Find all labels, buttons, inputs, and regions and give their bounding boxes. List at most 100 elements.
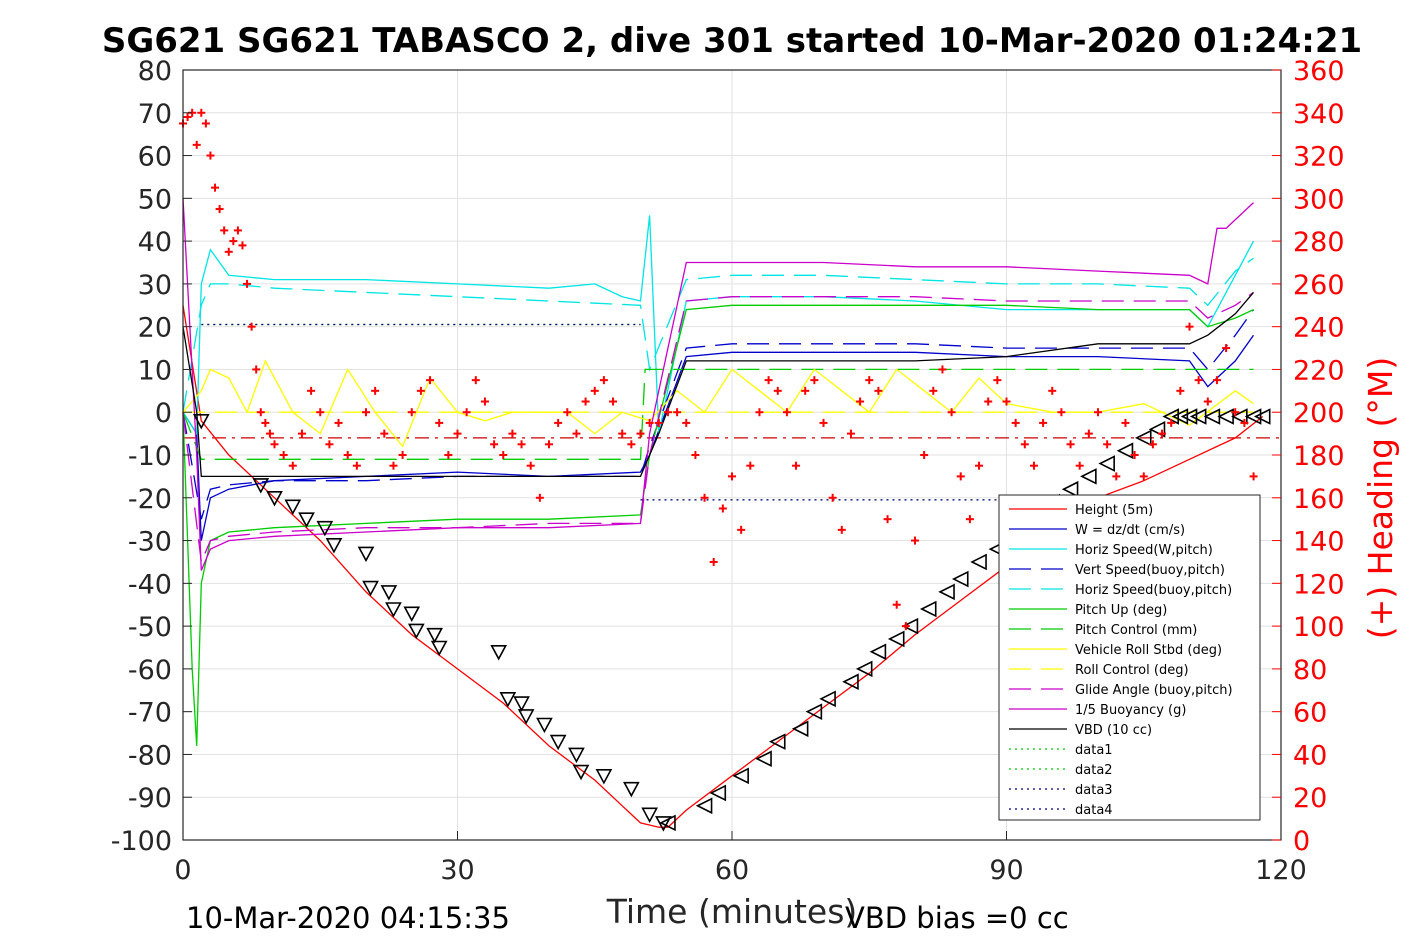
depth-marker bbox=[732, 767, 749, 785]
heading-point bbox=[609, 397, 618, 406]
heading-point bbox=[238, 241, 247, 250]
x-tick-label: 120 bbox=[1255, 855, 1307, 886]
heading-point bbox=[1139, 472, 1148, 481]
heading-point bbox=[215, 205, 224, 214]
heading-point bbox=[444, 451, 453, 459]
heading-point bbox=[265, 429, 274, 438]
heading-point bbox=[728, 472, 736, 481]
heading-point bbox=[975, 461, 984, 470]
legend-label: data3 bbox=[1075, 783, 1113, 798]
heading-point bbox=[599, 376, 608, 385]
right-tick-label: 220 bbox=[1293, 355, 1345, 386]
x-tick-label: 30 bbox=[440, 855, 474, 886]
left-tick-label: -20 bbox=[128, 484, 172, 515]
legend-label: W = dz/dt (cm/s) bbox=[1075, 523, 1185, 538]
heading-point bbox=[618, 429, 627, 438]
depth-marker bbox=[1134, 429, 1152, 447]
heading-point bbox=[371, 386, 380, 395]
depth-marker bbox=[1116, 442, 1134, 460]
heading-point bbox=[673, 408, 682, 417]
left-tick-label: -40 bbox=[128, 569, 172, 600]
heading-point bbox=[1002, 397, 1011, 406]
heading-point bbox=[535, 493, 544, 502]
heading-point bbox=[256, 408, 265, 417]
heading-point bbox=[1112, 472, 1121, 481]
heading-point bbox=[1167, 418, 1176, 427]
heading-point bbox=[792, 461, 801, 470]
heading-point bbox=[1203, 397, 1212, 406]
left-axis-ticks: 80 70 60 50 40 30 20 10 0 -10 -20 -30 -40 -50 -60 -70 -8… bbox=[111, 56, 192, 857]
heading-point bbox=[288, 461, 297, 470]
heading-point bbox=[297, 429, 306, 438]
depth-marker bbox=[755, 750, 772, 768]
depth-marker bbox=[568, 747, 585, 764]
heading-point bbox=[343, 451, 352, 459]
legend-label: Vehicle Roll Stbd (deg) bbox=[1075, 643, 1222, 658]
depth-marker bbox=[357, 546, 375, 563]
depth-marker bbox=[499, 692, 517, 708]
depth-marker bbox=[380, 585, 398, 601]
left-tick-label: 60 bbox=[138, 142, 172, 173]
left-tick-label: 30 bbox=[138, 270, 172, 301]
heading-point bbox=[270, 440, 279, 449]
heading-point bbox=[1231, 408, 1240, 417]
right-tick-label: 260 bbox=[1293, 270, 1345, 301]
right-tick-label: 340 bbox=[1293, 99, 1345, 130]
right-tick-label: 180 bbox=[1293, 441, 1345, 472]
heading-point bbox=[1194, 376, 1203, 385]
heading-point bbox=[471, 376, 480, 385]
heading-point bbox=[243, 279, 252, 288]
heading-point bbox=[407, 408, 416, 417]
depth-marker bbox=[385, 602, 402, 618]
heading-point bbox=[1084, 429, 1093, 438]
heading-point bbox=[654, 418, 663, 427]
series-line-6 bbox=[182, 368, 1254, 460]
depth-marker bbox=[1171, 408, 1189, 425]
left-tick-label: 0 bbox=[155, 398, 172, 429]
heading-point bbox=[718, 504, 727, 513]
depth-marker bbox=[709, 784, 727, 802]
heading-point bbox=[984, 397, 993, 406]
heading-point bbox=[1185, 322, 1194, 331]
heading-point bbox=[892, 600, 901, 609]
heading-markers bbox=[179, 108, 1258, 631]
left-tick-label: 50 bbox=[138, 184, 172, 215]
heading-point bbox=[837, 525, 846, 534]
depth-marker bbox=[819, 690, 836, 708]
depth-marker bbox=[1098, 455, 1115, 472]
heading-point bbox=[846, 429, 855, 438]
heading-point bbox=[856, 397, 865, 406]
heading-point bbox=[490, 440, 499, 449]
heading-point bbox=[1249, 472, 1258, 481]
heading-point bbox=[247, 322, 256, 331]
heading-point bbox=[545, 440, 553, 449]
depth-marker bbox=[641, 807, 658, 824]
series-line-3 bbox=[182, 309, 1255, 520]
heading-point bbox=[1066, 440, 1075, 449]
heading-point bbox=[764, 376, 773, 385]
heading-point bbox=[416, 386, 425, 395]
heading-point bbox=[755, 408, 764, 417]
legend-label: VBD (10 cc) bbox=[1075, 723, 1152, 738]
heading-point bbox=[590, 386, 599, 395]
heading-point bbox=[819, 418, 828, 427]
legend-label: data4 bbox=[1075, 803, 1113, 818]
right-tick-label: 160 bbox=[1293, 484, 1345, 515]
legend-label: 1/5 Buoyancy (g) bbox=[1075, 703, 1186, 718]
heading-point bbox=[691, 451, 700, 459]
heading-point bbox=[801, 386, 810, 395]
heading-point bbox=[700, 493, 709, 502]
depth-marker bbox=[1244, 408, 1262, 425]
heading-point bbox=[737, 525, 746, 534]
heading-point bbox=[526, 461, 535, 470]
heading-point bbox=[563, 408, 572, 417]
depth-marker bbox=[362, 580, 379, 597]
depth-marker bbox=[842, 673, 859, 691]
depth-marker bbox=[572, 764, 590, 781]
depth-marker bbox=[887, 630, 905, 648]
heading-point bbox=[645, 418, 654, 427]
depth-marker bbox=[549, 734, 567, 751]
heading-point bbox=[682, 418, 691, 427]
depth-marker bbox=[430, 640, 448, 657]
x-tick-label: 60 bbox=[715, 855, 749, 886]
